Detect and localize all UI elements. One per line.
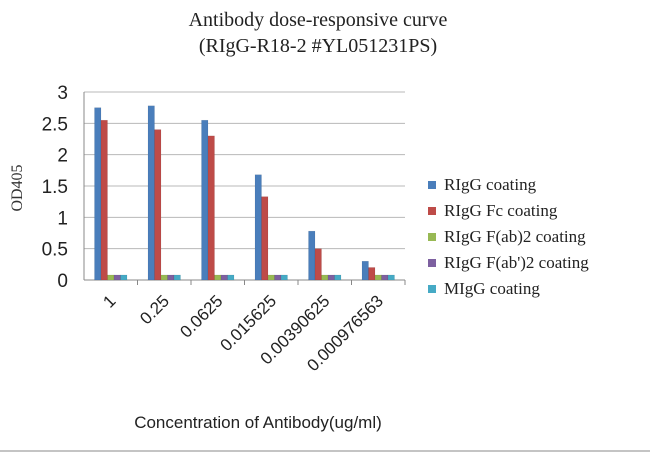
chart-title-line-2: (RIgG-R18-2 #YL051231PS) <box>199 35 437 57</box>
legend-swatch <box>428 181 436 189</box>
x-axis-label: Concentration of Antibody(ug/ml) <box>134 413 382 432</box>
bar-rigg-f-ab-2-coating-0 <box>107 274 115 281</box>
bar-rigg-fc-coating-2 <box>207 135 215 281</box>
legend-swatch <box>428 285 436 293</box>
gridlines <box>84 91 405 281</box>
y-tick-label: 0.5 <box>42 240 68 261</box>
y-tick-label: 2 <box>57 146 68 167</box>
bar-rigg-fc-coating-5 <box>368 267 376 281</box>
legend-label: RIgG F(ab)2 coating <box>444 227 586 246</box>
axes <box>83 92 406 285</box>
bar-rigg-fc-coating-4 <box>314 248 322 281</box>
bar-rigg-coating-0 <box>94 107 102 281</box>
bar-migg-coating-2 <box>227 274 235 281</box>
legend-label: RIgG Fc coating <box>444 201 558 220</box>
y-tick-label: 0 <box>57 271 68 292</box>
bar-migg-coating-4 <box>334 274 342 281</box>
y-tick-labels: 0 0.5 1 1.5 2 2.5 3 <box>42 83 68 292</box>
legend-swatch <box>428 207 436 215</box>
legend-label: RIgG F(ab')2 coating <box>444 253 589 272</box>
bar-rigg-f-ab-2-coating-3 <box>274 274 282 281</box>
bar-migg-coating-5 <box>387 274 395 281</box>
bar-rigg-f-ab-2-coating-4 <box>327 274 335 281</box>
y-tick-label: 2.5 <box>42 114 68 135</box>
bar-rigg-f-ab-2-coating-5 <box>374 274 382 281</box>
legend-swatch <box>428 259 436 267</box>
bar-rigg-coating-2 <box>201 119 209 281</box>
legend-label: MIgG coating <box>444 279 540 298</box>
y-axis-label: OD405 <box>9 164 26 211</box>
chart-title: Antibody dose-responsive curve (RIgG-R18… <box>189 9 448 57</box>
y-tick-label: 1 <box>57 208 68 229</box>
bar-rigg-fc-coating-0 <box>100 119 108 281</box>
bar-rigg-fc-coating-1 <box>154 129 162 281</box>
bar-migg-coating-3 <box>280 274 288 281</box>
bar-rigg-f-ab-2-coating-4 <box>321 274 329 281</box>
bar-rigg-f-ab-2-coating-2 <box>220 274 228 281</box>
bar-rigg-f-ab-2-coating-1 <box>167 274 175 281</box>
bar-rigg-f-ab-2-coating-3 <box>267 274 275 281</box>
x-tick-label: 1 <box>99 291 119 311</box>
bar-rigg-f-ab-2-coating-2 <box>214 274 222 281</box>
bar-rigg-f-ab-2-coating-1 <box>160 274 168 281</box>
bar-rigg-coating-4 <box>308 230 316 281</box>
bar-rigg-coating-1 <box>147 105 155 281</box>
x-tick-label: 0.25 <box>136 291 173 328</box>
bar-rigg-f-ab-2-coating-0 <box>113 274 121 281</box>
chart-title-line-1: Antibody dose-responsive curve <box>189 9 448 31</box>
legend-swatch <box>428 233 436 241</box>
bar-rigg-coating-3 <box>254 174 262 281</box>
legend: RIgG coating RIgG Fc coating RIgG F(ab)2 c… <box>428 175 589 298</box>
bars <box>94 105 395 281</box>
x-tick-label: 0.0625 <box>176 291 226 341</box>
bar-rigg-coating-5 <box>361 260 369 281</box>
y-tick-label: 1.5 <box>42 177 68 198</box>
bar-rigg-f-ab-2-coating-5 <box>381 274 389 281</box>
bar-migg-coating-1 <box>173 274 181 281</box>
legend-label: RIgG coating <box>444 175 537 194</box>
y-tick-label: 3 <box>57 83 68 104</box>
bar-migg-coating-0 <box>120 274 128 281</box>
bar-rigg-fc-coating-3 <box>261 196 269 281</box>
